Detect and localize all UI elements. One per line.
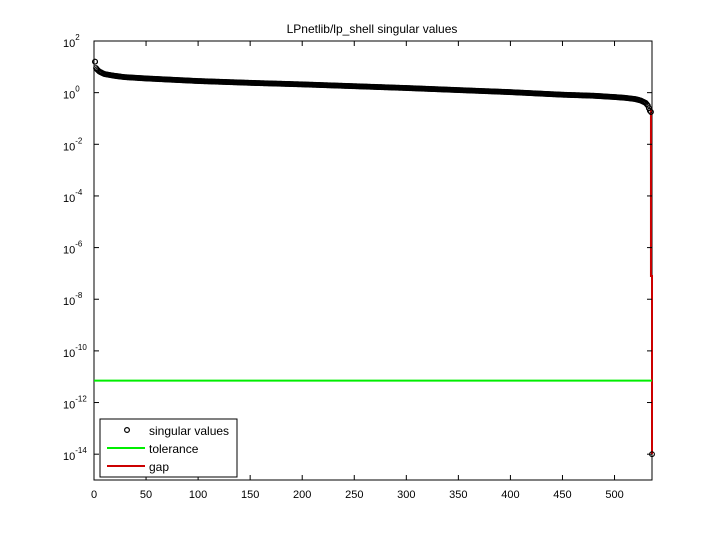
y-tick-label: 10-2	[63, 136, 83, 153]
y-tick-label: 10-8	[63, 291, 83, 308]
x-tick-label: 450	[553, 489, 571, 501]
plot-area	[93, 40, 653, 481]
legend-items: singular values tolerance gap	[107, 424, 229, 474]
legend-marker	[123, 427, 130, 434]
x-tick-label: 150	[241, 489, 259, 501]
x-tick-label: 250	[345, 489, 363, 501]
y-tick-label: 10-4	[63, 188, 83, 205]
x-tick-label: 400	[501, 489, 519, 501]
points-layer	[92, 58, 655, 458]
y-tick-label: 10-6	[63, 240, 83, 257]
x-tick-label: 300	[397, 489, 415, 501]
legend-label: tolerance	[149, 442, 199, 456]
singular-value-point	[646, 107, 653, 114]
singular-value-point	[648, 109, 654, 115]
y-tick-label: 10-14	[63, 446, 87, 463]
x-tick-label: 200	[293, 489, 311, 501]
y-tick-label: 100	[63, 85, 80, 102]
x-tick-label: 350	[449, 489, 467, 501]
y-tick-label: 102	[63, 33, 80, 50]
x-tick-label: 50	[140, 489, 152, 501]
chart-title: LPnetlib/lp_shell singular values	[287, 22, 458, 36]
gap-line	[649, 108, 653, 455]
legend: singular values tolerance gap	[99, 418, 238, 478]
y-ticks: 102 100 10-2 10-4 10-6 10-8 10-10 10-12 10-14	[63, 33, 652, 463]
gap-layer	[649, 108, 653, 455]
x-tick-label: 500	[605, 489, 623, 501]
legend-label: gap	[149, 460, 169, 474]
y-tick-label: 10-12	[63, 395, 87, 412]
y-tick-label: 10-10	[63, 343, 87, 360]
x-tick-label: 100	[189, 489, 207, 501]
singular-value-point	[92, 58, 98, 65]
legend-label: singular values	[149, 424, 229, 438]
x-ticks: 0 50 100 150 200 250 300 350 400 450 500	[91, 41, 624, 501]
x-tick-label: 0	[91, 489, 97, 501]
